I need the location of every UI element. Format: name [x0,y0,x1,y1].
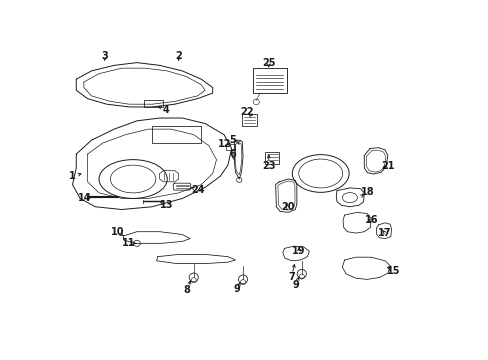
Text: 11: 11 [122,238,135,248]
Bar [242,114,256,126]
Text: 5: 5 [229,135,236,145]
Bar [144,100,163,107]
Bar [225,144,235,150]
Bar [152,126,201,143]
Text: 9: 9 [292,280,299,290]
Text: 8: 8 [183,285,190,295]
Text: 9: 9 [233,284,240,294]
Text: 6: 6 [229,149,236,159]
Text: 1: 1 [69,171,76,181]
Text: 24: 24 [190,185,204,194]
Text: 23: 23 [262,161,275,171]
Text: 14: 14 [78,193,91,203]
Text: 3: 3 [101,51,108,61]
Text: 10: 10 [110,227,124,237]
Text: 12: 12 [218,139,231,149]
Text: 7: 7 [287,273,294,283]
Bar [252,68,286,93]
Text: 17: 17 [378,228,391,238]
Text: 25: 25 [262,58,275,68]
Text: 16: 16 [365,215,378,225]
Text: 21: 21 [380,161,394,171]
Text: 20: 20 [281,202,294,212]
Text: 13: 13 [160,201,173,210]
Text: 19: 19 [292,246,305,256]
Text: 4: 4 [163,105,169,115]
Text: 2: 2 [175,51,182,61]
Text: 15: 15 [386,266,400,276]
Bar [264,152,279,164]
Text: 22: 22 [240,107,253,117]
Text: 18: 18 [360,187,373,197]
